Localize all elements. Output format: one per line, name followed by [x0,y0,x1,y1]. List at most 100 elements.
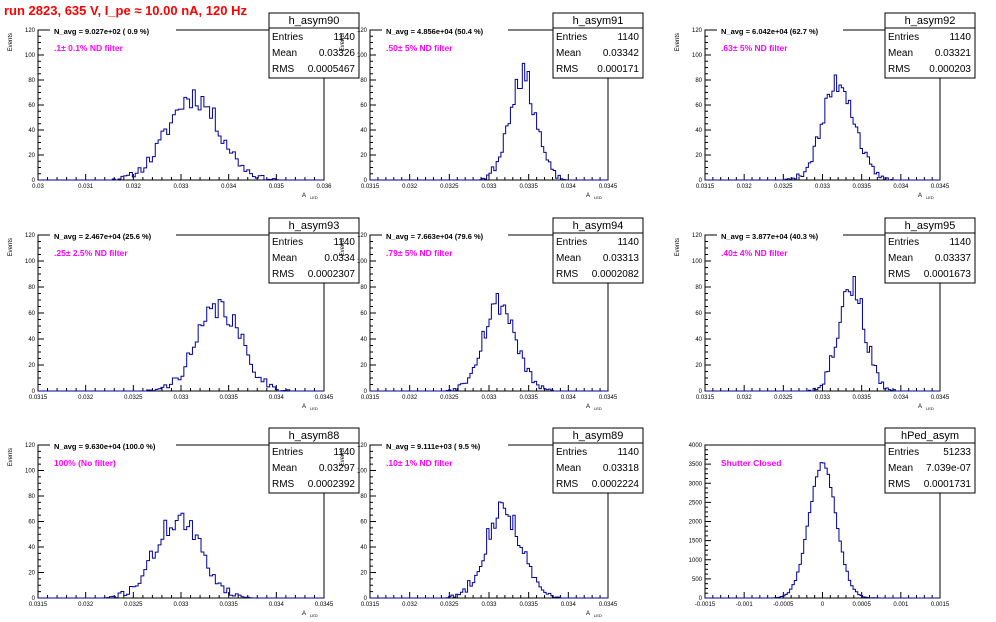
hist-0-bar [184,97,187,180]
hist-1-xtick-label: 0.0335 [519,184,538,190]
hist-7-stats-box [552,427,644,494]
hist-1-ytick-label: 40 [360,128,367,134]
hist-7-bar [489,539,491,598]
hist-2-filter-label: .63± 5% ND filter [721,43,788,53]
hist-5-ytick-label: 120 [692,233,703,239]
hist-5-xtick-label: 0.033 [815,395,831,401]
hist-2-bar [853,124,855,180]
hist-4-ytick-label: 120 [357,233,368,239]
hist-3-bar [190,354,193,391]
hist-6-xtick-label: 0.0315 [29,602,48,608]
hist-2-bar [841,88,843,180]
hist-8-ytick-label: 3500 [689,462,703,468]
hist-0-bar [198,110,201,180]
hist-5-bar [827,371,829,391]
hist-8-ytick-label: 1000 [689,558,703,564]
hist-1-ytick-label: 80 [360,78,367,84]
hist-5-bars [808,276,895,391]
hist-0-xtick-label: 0.035 [269,184,285,190]
hist-5-note-bg [717,231,843,241]
hist-5-bar [858,303,860,391]
hist-8-stats-key: Entries [888,447,919,458]
hist-2-stats-key: RMS [888,64,911,75]
hist-2-bar [818,138,820,180]
hist-0-ytick-label: 20 [28,153,35,159]
hist-5-outline [705,275,940,392]
hist-3-bar [261,382,264,391]
hist-6-bar [161,539,164,598]
hist-8-bars [766,463,879,598]
hist-1-stats-key: Mean [556,48,581,59]
hist-7-note: N_avg = 9.111e+03 ( 9.5 %) [386,442,481,451]
hist-7-ytick-label: 120 [357,443,368,449]
hist-6-bars [104,513,253,598]
hist-2-bar [811,162,813,180]
hist-2-ytick-label: 60 [695,103,702,109]
hist-5-bar [879,383,881,391]
hist-2-xtick-label: 0.0325 [774,184,793,190]
hist-2-xtick-label: 0.032 [737,184,753,190]
hist-6-bar [170,528,173,598]
hist-8-ytick-label: 2500 [689,500,703,506]
hist-0-bar [178,109,181,180]
hist-3-ytick-label: 100 [25,259,36,265]
hist-4-xtick-label: 0.032 [402,395,418,401]
hist-6-stats-key: Mean [272,463,297,474]
hist-5-ytick-label: 60 [695,311,702,317]
hist-3-ytick-label: 60 [28,311,35,317]
hist-6-ytick-label: 20 [28,571,35,577]
hist-5-xtick-label: 0.034 [893,395,909,401]
hist-4-xtick-label: 0.0325 [440,395,459,401]
hist-4-bar [489,319,491,391]
hist-1-ytick-label: 120 [357,28,368,34]
hist-6-xtick-label: 0.0345 [315,602,334,608]
hist-2-bar [855,127,857,180]
hist-5-bar [855,300,857,391]
hist-8-outline [705,462,940,599]
hist-6-bar [184,530,187,598]
hist-4-bar [513,332,515,391]
hist-0-bar [175,110,178,180]
hist-2-bar [832,91,834,180]
hist-2-xlabel: A [918,193,922,199]
hist-0-ytick-label: 40 [28,128,35,134]
hist-8-bar [830,488,832,598]
hist-2-outline [705,74,940,181]
hist-3-bar [238,338,241,391]
hist-5-stats-value: 1140 [949,237,971,248]
hist-2-note-bg [717,26,843,36]
hist-4-bar [518,354,520,391]
hist-8-xtick-label: -0.0015 [695,602,716,608]
hist-0-xtick-label: 0.031 [78,184,94,190]
hist-4-stats-box [552,217,644,284]
hist-4-ytick-label: 60 [360,311,367,317]
hist-5-bar [867,352,869,391]
hist-4-note: N_avg = 7.663e+04 (79.6 %) [386,232,484,241]
hist-4-stats-value: 1140 [617,237,639,248]
hist-4-xlabel-sub: LED [594,406,602,411]
hist-2-xtick-label: 0.0335 [852,184,871,190]
hist-7-stats-key: Mean [556,463,581,474]
hist-5-ytick-label: 0 [699,389,703,395]
hist-7-stats-key: RMS [556,479,579,490]
hist-4-bar [484,338,486,391]
hist-1-stats-key: RMS [556,64,579,75]
hist-4-bar [525,371,527,391]
hist-4-xtick-label: 0.0315 [361,395,380,401]
hist-2-stats-box [884,12,976,79]
hist-0-ytick-label: 0 [32,178,36,184]
hist-2-bar [823,123,825,180]
hist-3-xtick-label: 0.0335 [219,395,238,401]
hist-8-xtick-label: -0.0005 [773,602,794,608]
hist-8-bar [827,474,829,598]
hist-3-xtick-label: 0.033 [173,395,189,401]
hist-8-ytick-label: 2000 [689,520,703,526]
hist-6-stats-value: 1140 [333,447,355,458]
hist-1-ylabel: Events [340,33,346,51]
hist-1-stats-key: Entries [556,32,587,43]
hist-7-ytick-label: 80 [360,494,367,500]
hist-6-stats-key: RMS [272,479,295,490]
hist-0-bar [190,108,193,180]
hist-6-bar [210,576,213,598]
